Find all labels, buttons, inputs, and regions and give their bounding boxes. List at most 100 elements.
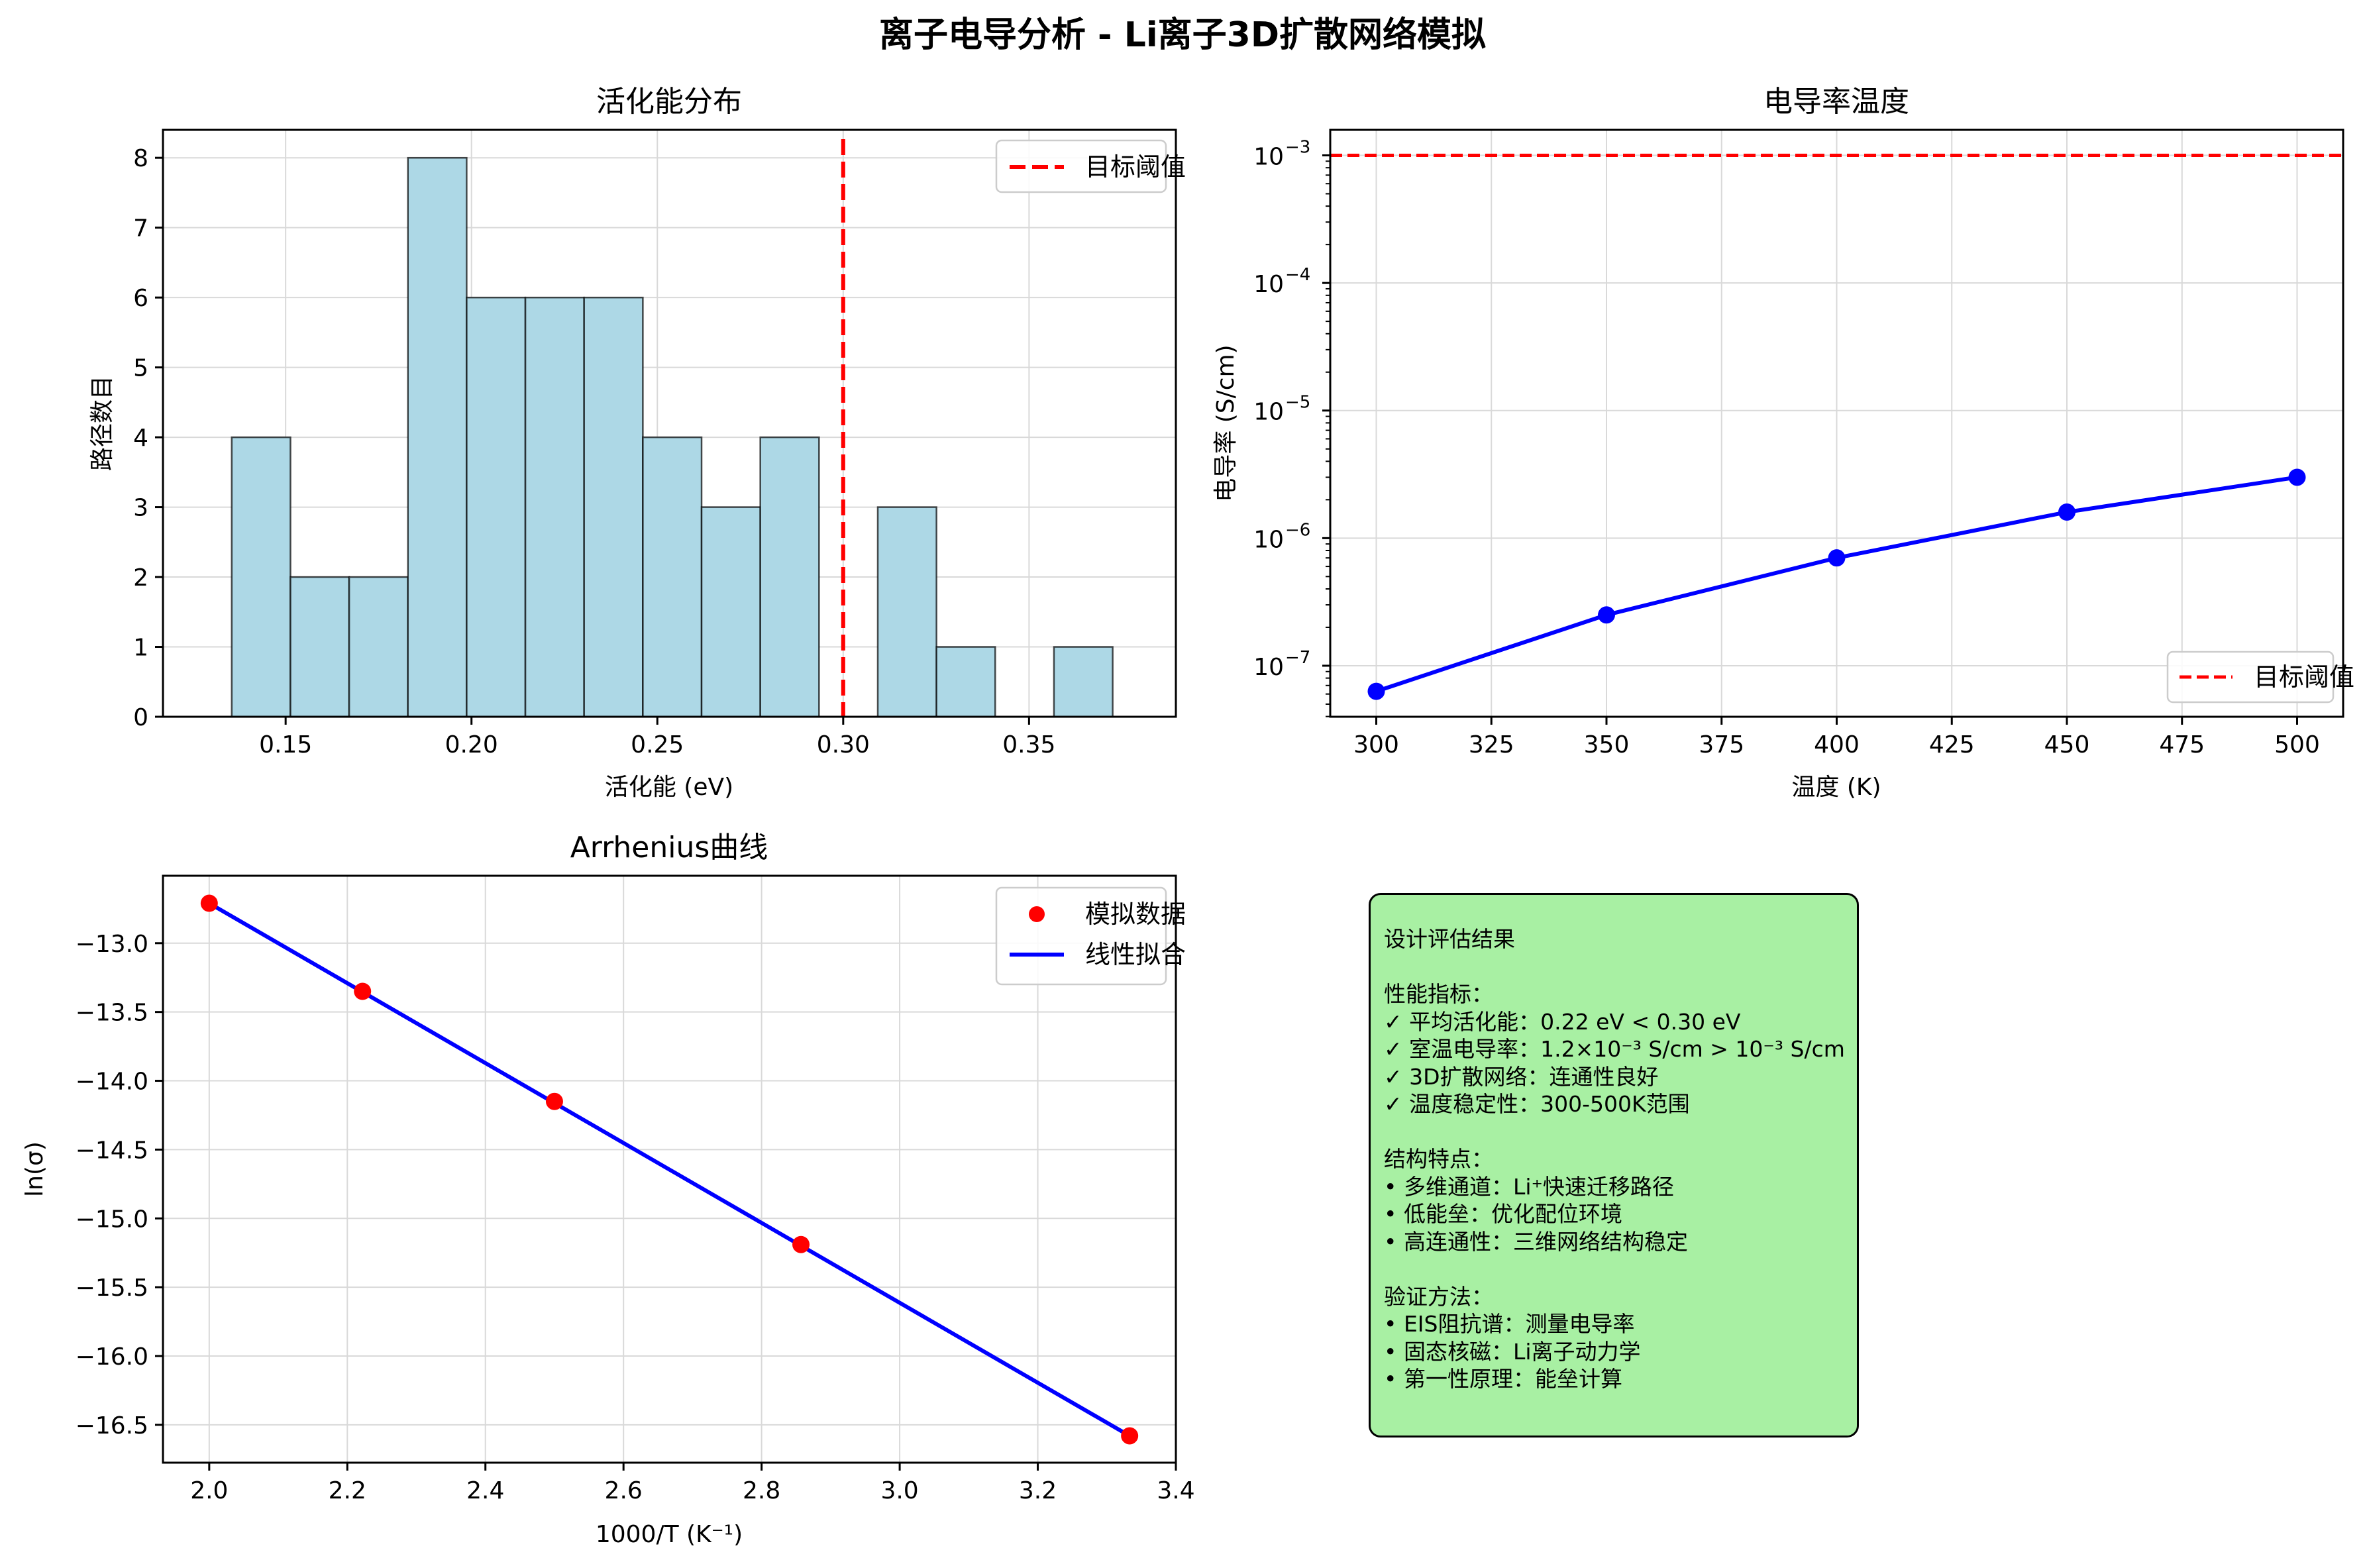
conductivity-ylabel: 电导率 (S/cm) <box>1212 344 1239 501</box>
y-tick-label: 6 <box>133 285 148 312</box>
arrhenius-title: Arrhenius曲线 <box>570 831 768 864</box>
legend-marker-swatch <box>1029 906 1045 922</box>
y-tick-label: 1 <box>133 635 148 662</box>
conductivity-data-point <box>1828 549 1846 567</box>
x-tick-label: 2.6 <box>605 1477 643 1504</box>
histogram-bar <box>700 506 761 718</box>
histogram-xlabel: 活化能 (eV) <box>605 774 733 801</box>
x-tick-label: 475 <box>2159 731 2205 758</box>
histogram-bar <box>935 646 996 718</box>
arrhenius-axes-frame <box>162 874 1177 1464</box>
y-tick-label: −16.0 <box>76 1343 148 1371</box>
x-tick-label: 375 <box>1699 731 1744 758</box>
histogram-axes-frame <box>162 129 1177 718</box>
y-tick-label: 10 <box>1253 144 1284 171</box>
textbox-line: • 低能垒：优化配位环境 <box>1384 1201 1622 1227</box>
legend-label-points: 模拟数据 <box>1085 900 1186 929</box>
y-tick-label: 8 <box>133 145 148 172</box>
x-tick-label: 325 <box>1469 731 1514 758</box>
legend-label: 目标阈值 <box>2254 662 2354 692</box>
y-tick-exponent: −7 <box>1285 648 1310 668</box>
histogram-bar <box>876 506 937 718</box>
simulated-data-point <box>1121 1427 1139 1445</box>
x-tick-label: 350 <box>1584 731 1630 758</box>
textbox-line: 验证方法： <box>1384 1283 1493 1310</box>
textbox-line: • 多维通道：Li⁺快速迁移路径 <box>1384 1173 1674 1200</box>
histogram-panel: 活化能分布 0.15 0.20 0.25 0.30 0.35 0 1 2 3 4 5 6 7 8 活化能… <box>89 85 1186 801</box>
x-tick-label: 2.2 <box>329 1477 366 1504</box>
textbox-line: 设计评估结果 <box>1384 926 1515 952</box>
histogram-bar <box>583 296 644 718</box>
y-tick-exponent: −6 <box>1285 520 1310 540</box>
arrhenius-xlabel: 1000/T (K⁻¹) <box>596 1521 743 1548</box>
y-tick-label: 2 <box>133 564 148 592</box>
textbox-line: ✓ 室温电导率：1.2×10⁻³ S/cm > 10⁻³ S/cm <box>1384 1036 1845 1062</box>
y-tick-label: −13.0 <box>76 931 148 958</box>
textbox-line: 结构特点： <box>1384 1146 1493 1172</box>
y-tick-label: 10 <box>1253 526 1284 553</box>
textbox-line: ✓ 3D扩散网络：连通性良好 <box>1384 1063 1659 1090</box>
y-tick-label: −15.0 <box>76 1206 148 1233</box>
textbox-line: • EIS阻抗谱：测量电导率 <box>1384 1311 1635 1337</box>
simulated-data-point <box>200 894 218 912</box>
x-tick-label: 400 <box>1814 731 1860 758</box>
y-tick-exponent: −5 <box>1285 393 1310 413</box>
y-tick-label: 10 <box>1253 271 1284 298</box>
y-tick-label: 3 <box>133 495 148 522</box>
histogram-bar <box>524 296 585 718</box>
conductivity-xlabel: 温度 (K) <box>1791 774 1881 801</box>
y-tick-label: 10 <box>1253 654 1284 681</box>
histogram-title: 活化能分布 <box>596 85 742 119</box>
conductivity-legend: 目标阈值 <box>2166 651 2354 704</box>
histogram-bar <box>407 156 468 718</box>
arrhenius-ylabel: ln(σ) <box>21 1141 48 1197</box>
histogram-bar <box>759 436 820 718</box>
y-tick-exponent: −3 <box>1285 138 1310 158</box>
histogram-bar <box>642 436 703 718</box>
y-tick-label: 5 <box>133 355 148 382</box>
design-evaluation-textbox: 设计评估结果 性能指标： ✓ 平均活化能：0.22 eV < 0.30 eV ✓ 室温… <box>1369 893 1859 1437</box>
conductivity-data-point <box>1367 682 1385 700</box>
x-tick-label: 300 <box>1353 731 1399 758</box>
simulated-data-point <box>354 982 372 1000</box>
y-tick-label: 4 <box>133 425 148 452</box>
textbox-line <box>1384 953 1846 981</box>
histogram-bar <box>289 576 350 718</box>
y-tick-label: 10 <box>1253 399 1284 426</box>
x-tick-label: 3.2 <box>1019 1477 1057 1504</box>
histogram-ylabel: 路径数目 <box>89 376 116 471</box>
legend-label-fit: 线性拟合 <box>1085 940 1186 969</box>
x-tick-label: 2.0 <box>190 1477 228 1504</box>
x-tick-label: 3.4 <box>1157 1477 1194 1504</box>
textbox-line <box>1384 1255 1846 1283</box>
textbox-line: 性能指标： <box>1384 981 1493 1007</box>
y-tick-label: −15.5 <box>76 1275 148 1302</box>
x-tick-label: 0.35 <box>1002 731 1055 758</box>
conductivity-data-point <box>2058 503 2076 521</box>
histogram-bar <box>466 296 527 718</box>
y-tick-label: −14.0 <box>76 1069 148 1096</box>
y-tick-label: −16.5 <box>76 1412 148 1439</box>
simulated-data-point <box>792 1235 810 1253</box>
x-tick-label: 3.0 <box>880 1477 918 1504</box>
arrhenius-legend: 模拟数据 线性拟合 <box>995 886 1186 986</box>
textbox-line: ✓ 平均活化能：0.22 eV < 0.30 eV <box>1384 1008 1741 1035</box>
arrhenius-panel: Arrhenius曲线 2.0 2.2 2.4 2.6 2.8 3.0 3.2 3.4 −13… <box>21 831 1195 1548</box>
y-tick-label: −13.5 <box>76 1000 148 1027</box>
simulated-data-point <box>545 1092 563 1110</box>
x-tick-label: 0.20 <box>445 731 498 758</box>
x-tick-label: 2.4 <box>466 1477 504 1504</box>
y-tick-label: 7 <box>133 215 148 242</box>
conductivity-data-point <box>1598 606 1615 624</box>
x-tick-label: 2.8 <box>743 1477 780 1504</box>
histogram-bar <box>1053 646 1114 718</box>
x-tick-label: 0.25 <box>631 731 684 758</box>
x-tick-label: 500 <box>2274 731 2320 758</box>
textbox-line: • 高连通性：三维网络结构稳定 <box>1384 1228 1688 1255</box>
histogram-bar <box>231 436 291 718</box>
x-tick-label: 450 <box>2044 731 2090 758</box>
figure-title: 离子电导分析 - Li离子3D扩散网络模拟 <box>879 15 1486 55</box>
textbox-line: • 第一性原理：能垒计算 <box>1384 1366 1622 1392</box>
textbox-line <box>1384 1118 1846 1146</box>
